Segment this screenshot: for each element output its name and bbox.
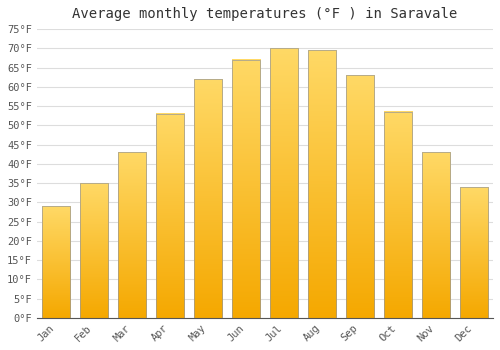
Bar — [346, 75, 374, 318]
Bar — [384, 112, 412, 318]
Bar — [42, 206, 70, 318]
Bar — [118, 152, 146, 318]
Bar — [232, 60, 260, 318]
Bar — [270, 48, 298, 318]
Title: Average monthly temperatures (°F ) in Saravale: Average monthly temperatures (°F ) in Sa… — [72, 7, 458, 21]
Bar — [422, 152, 450, 318]
Bar — [156, 114, 184, 318]
Bar — [308, 50, 336, 318]
Bar — [460, 187, 488, 318]
Bar — [194, 79, 222, 318]
Bar — [80, 183, 108, 318]
